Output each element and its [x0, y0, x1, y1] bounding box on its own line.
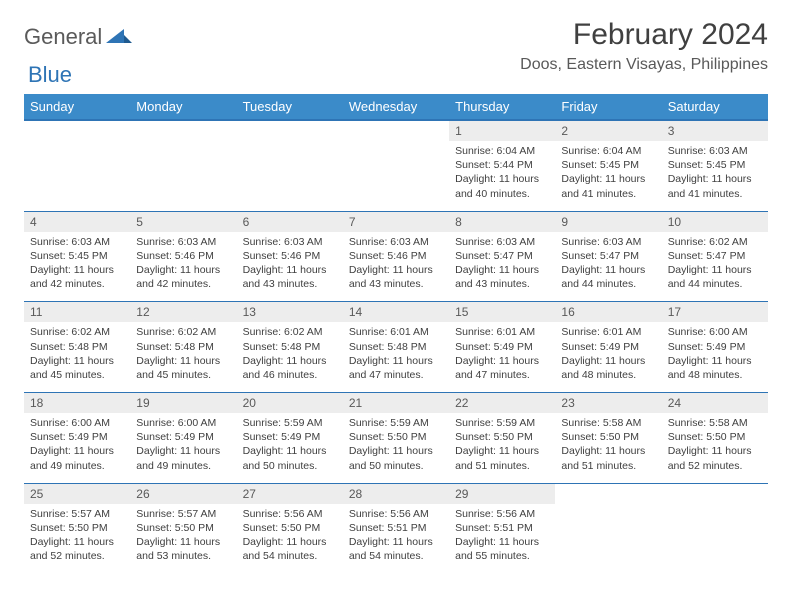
day-info-cell: Sunrise: 5:57 AMSunset: 5:50 PMDaylight:… [24, 504, 130, 574]
daynum-row: 18192021222324 [24, 393, 768, 414]
day-info-cell: Sunrise: 6:02 AMSunset: 5:48 PMDaylight:… [237, 322, 343, 392]
day-info-cell: Sunrise: 6:03 AMSunset: 5:45 PMDaylight:… [662, 141, 768, 211]
day-number-cell: 27 [237, 483, 343, 504]
day-number-cell: 14 [343, 302, 449, 323]
day-number-cell: 17 [662, 302, 768, 323]
day-info-cell [237, 141, 343, 211]
month-title: February 2024 [520, 18, 768, 52]
day-info-cell: Sunrise: 6:02 AMSunset: 5:48 PMDaylight:… [24, 322, 130, 392]
day-info-cell: Sunrise: 6:01 AMSunset: 5:48 PMDaylight:… [343, 322, 449, 392]
day-info-cell: Sunrise: 5:58 AMSunset: 5:50 PMDaylight:… [555, 413, 661, 483]
day-number-cell: 25 [24, 483, 130, 504]
day-number-cell: 10 [662, 211, 768, 232]
info-row: Sunrise: 6:03 AMSunset: 5:45 PMDaylight:… [24, 232, 768, 302]
day-info-cell: Sunrise: 6:01 AMSunset: 5:49 PMDaylight:… [449, 322, 555, 392]
info-row: Sunrise: 6:00 AMSunset: 5:49 PMDaylight:… [24, 413, 768, 483]
day-number-cell: 4 [24, 211, 130, 232]
logo-text-general: General [24, 24, 102, 50]
day-number-cell: 8 [449, 211, 555, 232]
day-number-cell: 26 [130, 483, 236, 504]
day-info-cell [662, 504, 768, 574]
day-info-cell: Sunrise: 5:58 AMSunset: 5:50 PMDaylight:… [662, 413, 768, 483]
weekday-header: Saturday [662, 94, 768, 120]
title-block: February 2024 Doos, Eastern Visayas, Phi… [520, 18, 768, 74]
day-info-cell: Sunrise: 6:01 AMSunset: 5:49 PMDaylight:… [555, 322, 661, 392]
daynum-row: 11121314151617 [24, 302, 768, 323]
day-info-cell: Sunrise: 5:56 AMSunset: 5:50 PMDaylight:… [237, 504, 343, 574]
day-info-cell: Sunrise: 6:02 AMSunset: 5:47 PMDaylight:… [662, 232, 768, 302]
day-number-cell: 11 [24, 302, 130, 323]
weekday-header: Wednesday [343, 94, 449, 120]
weekday-header: Friday [555, 94, 661, 120]
day-number-cell: 28 [343, 483, 449, 504]
day-number-cell: 5 [130, 211, 236, 232]
logo-mark-icon [106, 26, 132, 49]
day-number-cell [130, 120, 236, 141]
day-info-cell: Sunrise: 6:03 AMSunset: 5:47 PMDaylight:… [449, 232, 555, 302]
calendar-body: 123Sunrise: 6:04 AMSunset: 5:44 PMDaylig… [24, 120, 768, 573]
weekday-header-row: Sunday Monday Tuesday Wednesday Thursday… [24, 94, 768, 120]
day-number-cell: 22 [449, 393, 555, 414]
weekday-header: Monday [130, 94, 236, 120]
day-info-cell: Sunrise: 5:56 AMSunset: 5:51 PMDaylight:… [449, 504, 555, 574]
day-info-cell: Sunrise: 6:00 AMSunset: 5:49 PMDaylight:… [24, 413, 130, 483]
day-info-cell: Sunrise: 5:56 AMSunset: 5:51 PMDaylight:… [343, 504, 449, 574]
day-number-cell: 16 [555, 302, 661, 323]
day-info-cell: Sunrise: 5:59 AMSunset: 5:50 PMDaylight:… [343, 413, 449, 483]
weekday-header: Sunday [24, 94, 130, 120]
logo-text-blue: Blue [28, 62, 72, 88]
day-number-cell: 21 [343, 393, 449, 414]
day-info-cell: Sunrise: 6:00 AMSunset: 5:49 PMDaylight:… [662, 322, 768, 392]
day-info-cell: Sunrise: 6:03 AMSunset: 5:47 PMDaylight:… [555, 232, 661, 302]
day-info-cell: Sunrise: 6:04 AMSunset: 5:45 PMDaylight:… [555, 141, 661, 211]
day-number-cell [343, 120, 449, 141]
day-info-cell: Sunrise: 6:04 AMSunset: 5:44 PMDaylight:… [449, 141, 555, 211]
day-number-cell: 13 [237, 302, 343, 323]
day-info-cell: Sunrise: 5:57 AMSunset: 5:50 PMDaylight:… [130, 504, 236, 574]
day-info-cell: Sunrise: 6:02 AMSunset: 5:48 PMDaylight:… [130, 322, 236, 392]
day-number-cell: 12 [130, 302, 236, 323]
day-number-cell: 24 [662, 393, 768, 414]
day-number-cell: 9 [555, 211, 661, 232]
daynum-row: 2526272829 [24, 483, 768, 504]
daynum-row: 123 [24, 120, 768, 141]
day-number-cell: 1 [449, 120, 555, 141]
day-info-cell: Sunrise: 6:00 AMSunset: 5:49 PMDaylight:… [130, 413, 236, 483]
day-info-cell: Sunrise: 6:03 AMSunset: 5:46 PMDaylight:… [130, 232, 236, 302]
day-number-cell: 6 [237, 211, 343, 232]
day-info-cell [555, 504, 661, 574]
logo: General [24, 18, 134, 50]
day-info-cell [343, 141, 449, 211]
day-info-cell [24, 141, 130, 211]
day-info-cell: Sunrise: 6:03 AMSunset: 5:45 PMDaylight:… [24, 232, 130, 302]
day-number-cell: 29 [449, 483, 555, 504]
day-info-cell: Sunrise: 6:03 AMSunset: 5:46 PMDaylight:… [237, 232, 343, 302]
day-info-cell: Sunrise: 6:03 AMSunset: 5:46 PMDaylight:… [343, 232, 449, 302]
day-number-cell: 20 [237, 393, 343, 414]
day-number-cell: 23 [555, 393, 661, 414]
day-number-cell: 18 [24, 393, 130, 414]
calendar-table: Sunday Monday Tuesday Wednesday Thursday… [24, 94, 768, 573]
day-number-cell [237, 120, 343, 141]
day-number-cell [24, 120, 130, 141]
day-number-cell: 7 [343, 211, 449, 232]
daynum-row: 45678910 [24, 211, 768, 232]
day-number-cell: 15 [449, 302, 555, 323]
info-row: Sunrise: 6:04 AMSunset: 5:44 PMDaylight:… [24, 141, 768, 211]
info-row: Sunrise: 5:57 AMSunset: 5:50 PMDaylight:… [24, 504, 768, 574]
day-number-cell: 19 [130, 393, 236, 414]
weekday-header: Tuesday [237, 94, 343, 120]
day-number-cell: 3 [662, 120, 768, 141]
info-row: Sunrise: 6:02 AMSunset: 5:48 PMDaylight:… [24, 322, 768, 392]
day-info-cell: Sunrise: 5:59 AMSunset: 5:49 PMDaylight:… [237, 413, 343, 483]
day-info-cell [130, 141, 236, 211]
day-number-cell: 2 [555, 120, 661, 141]
day-info-cell: Sunrise: 5:59 AMSunset: 5:50 PMDaylight:… [449, 413, 555, 483]
day-number-cell [662, 483, 768, 504]
location: Doos, Eastern Visayas, Philippines [520, 56, 768, 74]
weekday-header: Thursday [449, 94, 555, 120]
day-number-cell [555, 483, 661, 504]
